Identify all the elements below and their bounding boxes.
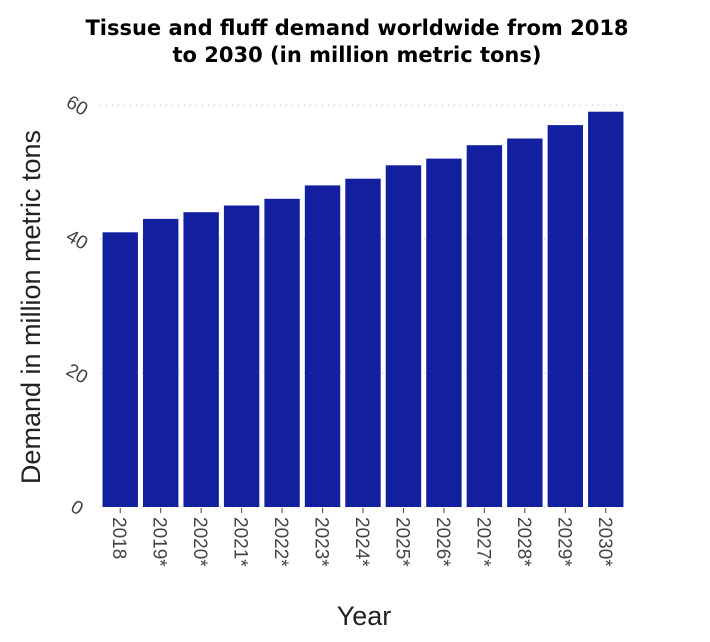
x-tick-label: 2025* — [391, 517, 412, 567]
bar-2020-projected — [183, 212, 219, 507]
x-tick-label: 2027* — [472, 517, 493, 567]
y-tick-label: 20 — [62, 360, 91, 389]
bar-2028-projected — [507, 138, 543, 507]
bar-2022-projected — [264, 198, 300, 508]
x-tick-label: 2030* — [594, 517, 615, 567]
x-tick-label: 2024* — [351, 517, 372, 567]
bars — [102, 111, 624, 508]
bar-2024-projected — [345, 178, 381, 507]
bar-2026-projected — [426, 158, 462, 507]
x-tick-label: 2019* — [149, 517, 170, 567]
bar-2029-projected — [547, 125, 584, 507]
x-axis-label: Year — [337, 601, 392, 631]
x-axis-ticks: 2018 2019* 2020* 2021* 2022* 2023* 2024* 2025* 2… — [108, 508, 615, 567]
bar-2023-projected — [304, 185, 341, 507]
y-axis-label: Demand in million metric tons — [16, 130, 46, 484]
y-tick-label: 40 — [62, 226, 91, 255]
bar-2027-projected — [466, 145, 503, 507]
bar-2025-projected — [385, 165, 422, 508]
x-tick-label: 2018 — [108, 517, 129, 559]
y-axis-ticks: 0 20 40 60 — [62, 92, 91, 520]
x-tick-label: 2023* — [311, 517, 332, 567]
bar-2021-projected — [223, 205, 260, 507]
x-tick-label: 2022* — [270, 517, 291, 567]
x-tick-label: 2021* — [230, 517, 251, 567]
y-tick-label: 0 — [67, 496, 87, 519]
bar-2018 — [102, 232, 138, 508]
x-tick-label: 2029* — [553, 517, 574, 567]
chart-title-line-1: Tissue and fluff demand worldwide from 2… — [85, 16, 628, 40]
x-tick-label: 2026* — [432, 517, 453, 567]
x-tick-label: 2020* — [189, 517, 210, 567]
chart-title: Tissue and fluff demand worldwide from 2… — [85, 16, 628, 67]
bar-2030-projected — [588, 111, 624, 507]
x-tick-label: 2028* — [513, 517, 534, 567]
chart-title-line-2: to 2030 (in million metric tons) — [173, 43, 542, 67]
bar-2019-projected — [142, 218, 179, 507]
y-tick-label: 60 — [62, 92, 91, 121]
